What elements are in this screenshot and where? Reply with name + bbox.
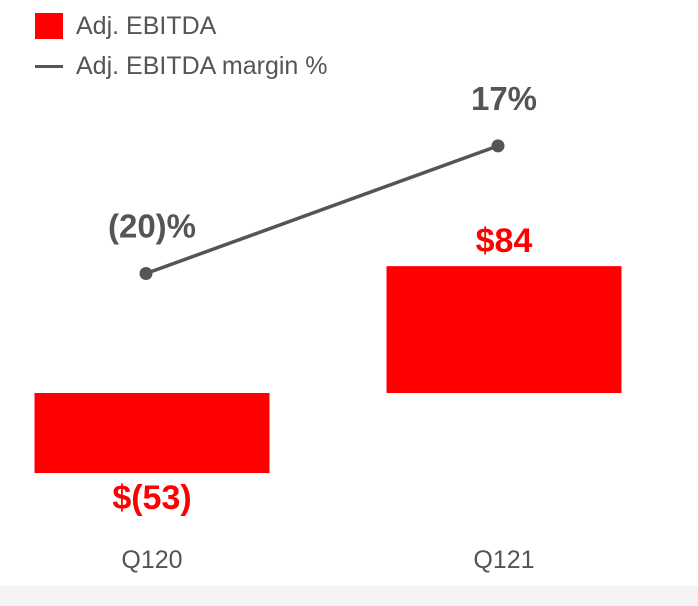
bar-q120 [34,393,270,474]
legend-swatch-bar [35,13,63,39]
x-tick-label: Q120 [121,546,182,574]
bar-value-label: $(53) [112,479,191,517]
legend-label-line: Adj. EBITDA margin % [76,51,328,80]
legend-item-line: Adj. EBITDA margin % [35,46,327,86]
bar-value-label: $84 [476,222,533,260]
legend-label-bar: Adj. EBITDA [76,11,217,40]
margin-point-q120 [139,267,153,280]
margin-point-q121 [491,139,505,153]
footer-band [0,586,698,606]
margin-line [145,144,499,276]
legend: Adj. EBITDA Adj. EBITDA margin % [35,6,327,86]
legend-swatch-line [35,64,63,68]
x-tick-label: Q121 [473,546,534,574]
legend-item-bar: Adj. EBITDA [35,6,327,46]
margin-value-label: (20)% [108,208,196,245]
bar-q121 [386,266,622,393]
margin-value-label: 17% [471,80,537,117]
